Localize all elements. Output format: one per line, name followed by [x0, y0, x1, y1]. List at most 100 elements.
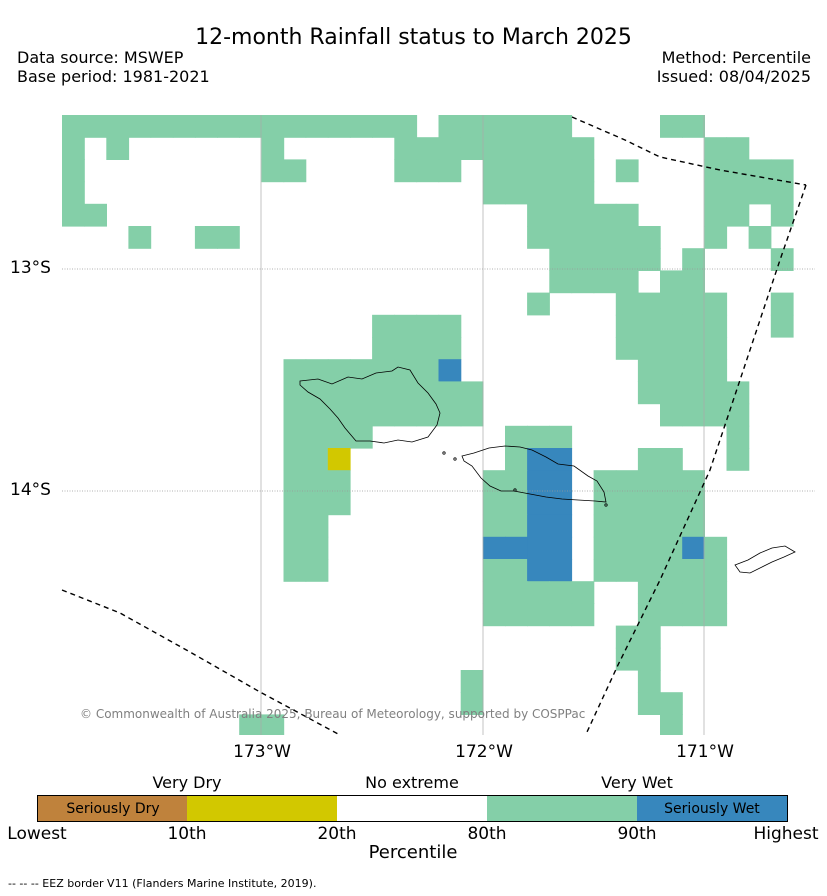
tick-highest: Highest [753, 824, 819, 844]
rainfall-cell [394, 314, 418, 338]
rainfall-cell [593, 203, 617, 227]
rainfall-cell [571, 581, 595, 604]
rainfall-cell [615, 647, 639, 671]
rainfall-cell [682, 248, 705, 271]
rainfall-cell [62, 115, 85, 138]
method-text: Method: Percentile [661, 48, 811, 67]
rainfall-cell [593, 514, 617, 538]
rainfall-cell [482, 559, 506, 582]
rainfall-cell [283, 470, 307, 493]
rainfall-cell [682, 314, 705, 338]
rainfall-cell [549, 448, 573, 471]
rainfall-cell [615, 514, 639, 538]
rainfall-cell [682, 381, 705, 405]
rainfall-cell [527, 559, 550, 582]
rainfall-cell [482, 514, 506, 538]
rainfall-cell [283, 115, 307, 138]
rainfall-cell [660, 270, 683, 294]
rainfall-cell [372, 115, 395, 138]
rainfall-cell [549, 514, 573, 538]
rainfall-cell [682, 270, 705, 294]
rainfall-cell [239, 714, 262, 735]
rainfall-cell [505, 425, 528, 449]
rainfall-cell [637, 337, 661, 360]
rainfall-cell [283, 492, 307, 516]
rainfall-cell [217, 226, 240, 249]
rainfall-cell [571, 603, 595, 627]
rainfall-cell [482, 492, 506, 516]
rainfall-cell [372, 314, 395, 338]
lon-label-171w: 171°W [676, 742, 734, 762]
rainfall-cell [549, 470, 573, 493]
rainfall-cell [549, 425, 573, 449]
rainfall-cell [482, 181, 506, 205]
rainfall-cell [615, 292, 639, 316]
rainfall-cell [505, 137, 528, 160]
rainfall-cell [283, 159, 307, 183]
rainfall-cell [770, 292, 794, 316]
rainfall-cell [549, 581, 573, 604]
rainfall-cell [682, 559, 705, 582]
rainfall-cell [394, 403, 418, 427]
colorbar-very-wet [487, 795, 638, 822]
rainfall-cell [615, 337, 639, 360]
rainfall-cell [615, 536, 639, 560]
savaii-island [299, 366, 441, 444]
rainfall-cell [660, 492, 683, 516]
rainfall-cell [571, 159, 595, 183]
rainfall-cell [682, 581, 705, 604]
rainfall-cell [372, 359, 395, 382]
rainfall-cell [460, 115, 484, 138]
eez-border [61, 116, 807, 736]
rainfall-cell [615, 270, 639, 294]
rainfall-cell [416, 337, 440, 360]
rainfall-cell [726, 425, 750, 449]
rainfall-cell [305, 470, 329, 493]
legend-category-no-extreme: No extreme [365, 773, 459, 792]
rainfall-cell [482, 470, 506, 493]
rainfall-cell [549, 115, 573, 138]
rainfall-cell [527, 226, 550, 249]
rainfall-cell [704, 603, 728, 627]
rainfall-cell [416, 137, 440, 160]
rainfall-cell [283, 448, 307, 471]
rainfall-cell [549, 203, 573, 227]
rainfall-cell [527, 470, 550, 493]
rainfall-cell [527, 137, 550, 160]
colorbar-axis-label: Percentile [368, 842, 458, 863]
rainfall-cell [349, 359, 373, 382]
data-source-block: Data source: MSWEP Base period: 1981-202… [17, 48, 210, 86]
eez-footnote: -- -- -- EEZ border V11 (Flanders Marine… [8, 877, 317, 890]
rainfall-cell [150, 115, 174, 138]
rainfall-cell [593, 248, 617, 271]
rainfall-cell [637, 492, 661, 516]
rainfall-cell [327, 359, 351, 382]
rainfall-cell [637, 314, 661, 338]
rainfall-cell [305, 448, 329, 471]
rainfall-cell [637, 692, 661, 715]
rainfall-cell [660, 359, 683, 382]
rainfall-cell [660, 381, 683, 405]
rainfall-cell [349, 381, 373, 405]
rainfall-cell [283, 425, 307, 449]
rainfall-cell [660, 448, 683, 471]
rainfall-cell [748, 181, 772, 205]
rainfall-cell [416, 403, 440, 427]
rainfall-cell [394, 137, 418, 160]
rainfall-cell [637, 603, 661, 627]
rainfall-cell [704, 403, 728, 427]
rainfall-cell [549, 226, 573, 249]
rainfall-cell [704, 314, 728, 338]
base-period-text: Base period: 1981-2021 [17, 67, 210, 86]
rainfall-cell [571, 248, 595, 271]
rainfall-cell [327, 470, 351, 493]
method-block: Method: Percentile Issued: 08/04/2025 [657, 48, 811, 86]
rainfall-cell [637, 226, 661, 249]
rainfall-cell [682, 470, 705, 493]
rainfall-cell [615, 226, 639, 249]
rainfall-cell [549, 181, 573, 205]
rainfall-cell [660, 292, 683, 316]
rainfall-cell [327, 381, 351, 405]
rainfall-cell [660, 603, 683, 627]
